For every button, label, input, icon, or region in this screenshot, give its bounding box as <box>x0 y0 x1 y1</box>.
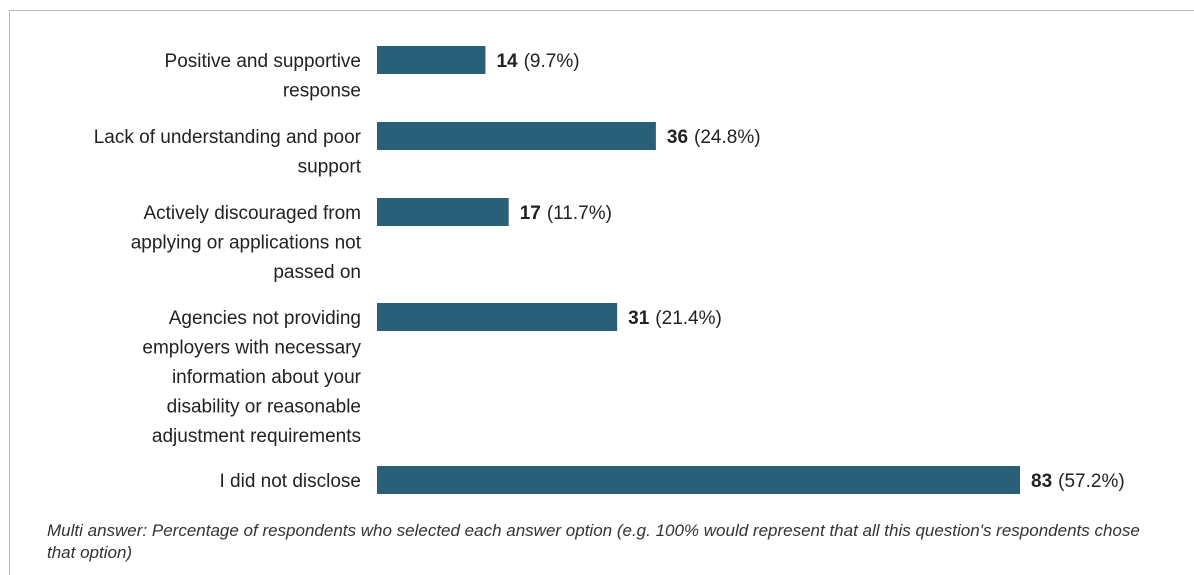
value-percent-4: (57.2%) <box>1058 471 1125 492</box>
value-label-3: 31 (21.4%) <box>628 308 722 329</box>
value-percent-0: (9.7%) <box>524 51 580 72</box>
category-label-1-line-0: Lack of understanding and poor <box>94 127 362 148</box>
category-label-0-line-1: response <box>283 81 361 102</box>
value-label-1: 36 (24.8%) <box>667 127 761 148</box>
bar-4 <box>377 466 1020 494</box>
value-count-2: 17 <box>520 203 541 224</box>
value-percent-2: (11.7%) <box>547 203 612 224</box>
category-label-3-line-0: Agencies not providing <box>169 308 361 329</box>
bar-1 <box>377 122 656 150</box>
value-count-0: 14 <box>496 51 518 72</box>
value-label-4: 83 (57.2%) <box>1031 471 1125 492</box>
value-count-4: 83 <box>1031 471 1052 492</box>
bar-0 <box>377 46 486 74</box>
category-label-3-line-4: adjustment requirements <box>152 426 361 447</box>
category-label-2-line-1: applying or applications not <box>131 233 362 254</box>
category-label-0-line-0: Positive and supportive <box>165 51 361 72</box>
value-percent-1: (24.8%) <box>694 127 761 148</box>
value-percent-3: (21.4%) <box>655 308 722 329</box>
bar-2 <box>377 198 509 226</box>
value-label-0: 14 (9.7%) <box>496 51 579 72</box>
category-label-4-line-0: I did not disclose <box>219 471 361 492</box>
category-label-1-line-1: support <box>298 157 362 178</box>
category-label-3-line-1: employers with necessary <box>142 338 361 359</box>
value-label-2: 17 (11.7%) <box>520 203 612 224</box>
chart-footnote: Multi answer: Percentage of respondents … <box>47 521 1140 562</box>
category-label-2-line-2: passed on <box>273 262 361 283</box>
value-count-3: 31 <box>628 308 650 329</box>
category-label-3-line-3: disability or reasonable <box>167 397 361 418</box>
bar-3 <box>377 303 618 331</box>
chart-frame <box>9 10 1194 575</box>
category-label-3-line-2: information about your <box>172 367 362 388</box>
value-count-1: 36 <box>667 127 688 148</box>
category-label-2-line-0: Actively discouraged from <box>143 203 361 224</box>
